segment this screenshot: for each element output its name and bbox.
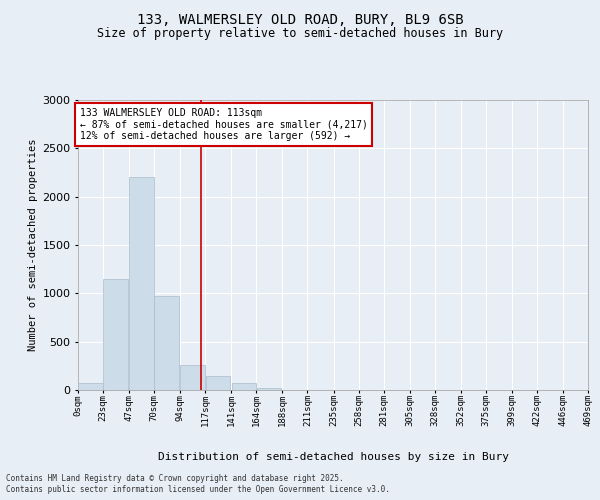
- Bar: [181, 365, 205, 390]
- Bar: [154, 296, 179, 390]
- Text: Size of property relative to semi-detached houses in Bury: Size of property relative to semi-detach…: [97, 28, 503, 40]
- Bar: [205, 376, 230, 390]
- Bar: [103, 279, 128, 390]
- Bar: [130, 178, 154, 390]
- Bar: [257, 388, 281, 390]
- Text: Contains HM Land Registry data © Crown copyright and database right 2025.
Contai: Contains HM Land Registry data © Crown c…: [6, 474, 390, 494]
- Text: 133, WALMERSLEY OLD ROAD, BURY, BL9 6SB: 133, WALMERSLEY OLD ROAD, BURY, BL9 6SB: [137, 12, 463, 26]
- Bar: [232, 383, 256, 390]
- Text: Distribution of semi-detached houses by size in Bury: Distribution of semi-detached houses by …: [158, 452, 509, 462]
- Text: 133 WALMERSLEY OLD ROAD: 113sqm
← 87% of semi-detached houses are smaller (4,217: 133 WALMERSLEY OLD ROAD: 113sqm ← 87% of…: [80, 108, 368, 141]
- Bar: [78, 383, 103, 390]
- Y-axis label: Number of semi-detached properties: Number of semi-detached properties: [28, 138, 38, 352]
